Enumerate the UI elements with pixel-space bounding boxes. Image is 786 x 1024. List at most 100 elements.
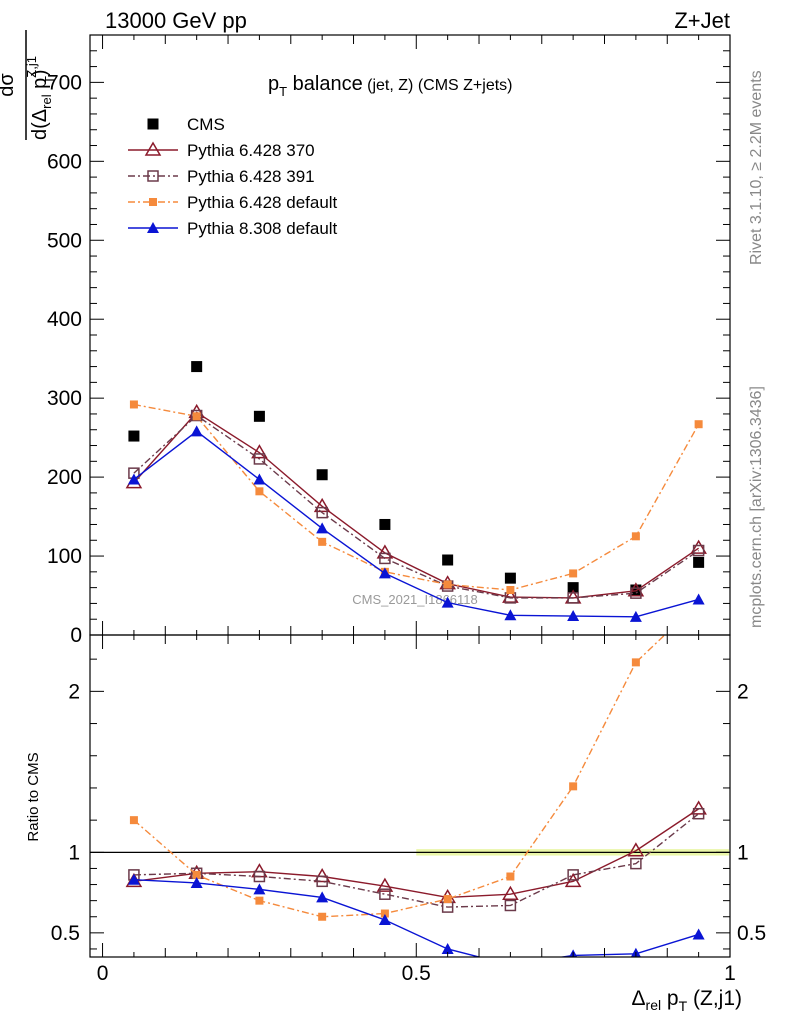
legend-item-pythia-6-428-370: Pythia 6.428 370 — [128, 141, 315, 160]
point-pythia-8-308-default-7 — [567, 610, 580, 622]
ratio-point-pythia-6-428-default-4 — [380, 909, 389, 918]
ratio-point-pythia-6-428-391-2 — [253, 870, 266, 883]
point-pythia-6-428-391-8 — [630, 587, 642, 599]
ratio-y-tick-label-0: 0.5 — [51, 922, 80, 945]
top-series-group — [125, 361, 707, 622]
legend-item-pythia-6-428-default: Pythia 6.428 default — [128, 193, 338, 212]
point-pythia-8-308-default-5 — [441, 596, 454, 608]
series-line-pythia-8-308-default — [133, 430, 699, 618]
point-cms-1 — [191, 361, 203, 373]
ylabel-den-sub2: T — [42, 76, 57, 84]
point-cms-9 — [693, 556, 705, 568]
ratio-point-pythia-6-428-391-3 — [316, 875, 328, 888]
ratio-point-pythia-8-308-default-2 — [253, 883, 266, 895]
point-pythia-6-428-default-3 — [318, 537, 327, 546]
ratio-point-pythia-6-428-default-1 — [192, 870, 201, 879]
ratio-point-pythia-6-428-391-7 — [567, 869, 579, 881]
point-cms-4 — [379, 518, 391, 530]
y-tick-label-100: 100 — [47, 545, 82, 568]
title-main: p — [268, 73, 279, 95]
x-axis-label: Δrel pT (Z,j1) — [632, 987, 743, 1014]
top-frame — [89, 34, 731, 636]
legend-marker-cms — [147, 118, 159, 130]
point-cms-7 — [567, 582, 579, 594]
ylabel-denominator: d(Δrel pZ,j1T) — [24, 56, 57, 140]
point-pythia-8-308-default-6 — [504, 609, 517, 621]
ratio-point-pythia-6-428-default-3 — [318, 912, 327, 921]
ratio-point-pythia-8-308-default-9 — [692, 928, 705, 940]
ratio-point-pythia-6-428-default-2 — [255, 896, 264, 905]
top-ylabel: dσ d(Δrel pZ,j1T) — [0, 30, 57, 140]
ratio-y-tick-label-right-0: 0.5 — [737, 922, 766, 945]
point-pythia-6-428-391-4 — [379, 552, 391, 565]
ratio-series-group — [125, 635, 707, 970]
legend-marker-pythia-6-428-391 — [147, 170, 159, 182]
ratio-point-pythia-8-308-default-5 — [441, 942, 454, 954]
point-cms-5 — [442, 554, 454, 566]
point-pythia-6-428-391-3 — [316, 506, 328, 519]
ratio-point-pythia-6-428-370-6 — [502, 885, 519, 900]
point-pythia-6-428-default-6 — [506, 586, 515, 594]
mcplots-label: mcplots.cern.ch [arXiv:1306.3436] — [748, 386, 765, 628]
point-pythia-6-428-default-8 — [631, 532, 640, 541]
ratio-point-pythia-8-308-default-3 — [316, 891, 329, 903]
title-rest: balance — [287, 73, 363, 95]
ratio-y-tick-label-right-2: 2 — [737, 680, 749, 703]
series-line-pythia-6-428-391 — [133, 414, 700, 599]
point-pythia-6-428-391-2 — [253, 453, 266, 465]
ratio-point-pythia-6-428-391-8 — [630, 857, 642, 870]
ratio-point-pythia-6-428-391-4 — [379, 888, 391, 900]
y-tick-label-0: 0 — [70, 624, 82, 647]
point-pythia-6-428-370-2 — [251, 444, 268, 459]
ratio-band — [90, 849, 730, 856]
ratio-point-pythia-6-428-370-9 — [690, 800, 707, 815]
point-pythia-8-308-default-9 — [692, 593, 705, 605]
ylabel-den-c: ) — [29, 69, 51, 76]
point-pythia-6-428-391-1 — [190, 409, 203, 422]
ratio-line-pythia-6-428-370 — [133, 808, 700, 899]
legend: CMS Pythia 6.428 370 Pythia 6.428 391 Pythi… — [128, 115, 338, 238]
ylabel-den-sub: rel — [39, 94, 54, 109]
ratio-point-pythia-8-308-default-0 — [127, 873, 140, 885]
point-pythia-6-428-370-6 — [502, 588, 519, 603]
point-pythia-8-308-default-2 — [253, 473, 266, 485]
point-cms-6 — [504, 572, 516, 584]
legend-label-pythia-6-428-default: Pythia 6.428 default — [187, 193, 338, 212]
ratio-point-pythia-8-308-default-4 — [378, 913, 391, 925]
point-pythia-6-428-default-2 — [255, 487, 264, 496]
ratio-point-pythia-6-428-370-4 — [376, 877, 394, 892]
ratio-frame — [89, 634, 731, 958]
title-sub: T — [279, 84, 287, 99]
x-tick-label-0: 0 — [97, 962, 109, 985]
point-pythia-8-308-default-4 — [378, 567, 391, 579]
legend-label-pythia-8-308-default: Pythia 8.308 default — [187, 219, 338, 238]
series-line-pythia-6-428-default — [133, 403, 700, 591]
point-pythia-6-428-370-8 — [627, 582, 645, 597]
ylabel-den-sup: Z,j1 — [24, 56, 39, 78]
ratio-ylabel: Ratio to CMS — [25, 752, 42, 841]
x-tick-label-2: 1 — [724, 962, 736, 985]
ratio-point-pythia-6-428-default-8 — [631, 658, 640, 667]
chart-title: pT balance (jet, Z) (CMS Z+jets) — [268, 73, 512, 99]
y-tick-label-600: 600 — [47, 150, 82, 173]
y-tick-label-500: 500 — [47, 229, 82, 252]
ratio-point-pythia-8-308-default-6 — [504, 959, 516, 970]
legend-label-pythia-6-428-391: Pythia 6.428 391 — [187, 167, 315, 186]
header-right: Z+Jet — [674, 8, 730, 33]
ylabel-numerator: dσ — [0, 73, 18, 97]
point-pythia-6-428-391-9 — [692, 544, 705, 557]
ratio-y-tick-label-1: 1 — [68, 841, 80, 864]
ratio-line-pythia-6-428-default — [133, 635, 666, 918]
ratio-point-pythia-6-428-370-8 — [627, 842, 645, 857]
legend-item-pythia-8-308-default: Pythia 8.308 default — [128, 219, 338, 238]
point-pythia-8-308-default-8 — [629, 610, 642, 622]
ratio-point-pythia-6-428-391-6 — [504, 899, 517, 912]
point-cms-2 — [253, 410, 265, 422]
legend-label-pythia-6-428-370: Pythia 6.428 370 — [187, 141, 315, 160]
legend-marker-pythia-8-308-default — [147, 222, 159, 233]
y-tick-label-400: 400 — [47, 308, 82, 331]
point-pythia-6-428-370-9 — [690, 539, 707, 554]
ratio-line-pythia-6-428-391 — [133, 813, 700, 908]
point-pythia-6-428-391-7 — [567, 592, 579, 604]
ratio-y-tick-label-2: 2 — [68, 680, 80, 703]
